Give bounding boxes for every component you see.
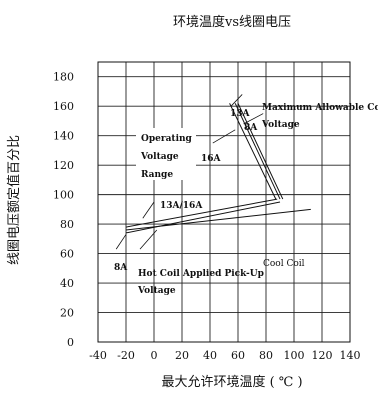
operating-range-label-line1: Operating (141, 134, 193, 144)
y-tick-label-1: 20 (60, 307, 74, 320)
series-line-4 (125, 201, 281, 234)
y-tick-label-0: 0 (67, 336, 74, 349)
series-line-1 (234, 103, 281, 200)
plot-frame (97, 61, 351, 343)
annotation-leader-3 (142, 201, 155, 219)
x-axis-label: 最大允许环境温度 ( ℃ ) (161, 374, 302, 390)
annotation-leaders (115, 94, 264, 250)
annotation-leader-1 (243, 113, 264, 125)
y-tick-label-6: 120 (53, 159, 74, 172)
series-line-5 (125, 208, 311, 231)
series-label-13a: 13A (230, 109, 251, 119)
series-line-3 (125, 198, 278, 228)
max-coil-label-line2: Voltage (261, 120, 300, 130)
y-tick-label-2: 40 (60, 277, 74, 290)
tick-labels: -40 -20 0 20 40 60 80 100 120 140 0 20 40 60 80 100 120 1… (53, 71, 361, 362)
annotation-leader-4 (115, 234, 127, 250)
annotation-leader-5 (139, 229, 158, 250)
y-axis-label: 线圈电压额定值百分比 (6, 135, 22, 265)
x-tick-label-7: 100 (284, 349, 305, 362)
series-line-2 (237, 103, 284, 200)
series-label-16a: 16A (201, 154, 222, 164)
max-coil-label-line1: Maximum Allowable Coil (262, 103, 378, 113)
cool-coil-label: Cool Coil (263, 259, 305, 269)
x-tick-label-9: 140 (340, 349, 361, 362)
x-tick-label-8: 120 (312, 349, 333, 362)
series-label-8a-top: 8A (244, 123, 258, 133)
x-tick-label-2: 0 (151, 349, 158, 362)
hot-coil-label-line2: Voltage (137, 286, 176, 296)
y-tick-label-7: 140 (53, 130, 74, 143)
hot-coil-label-line1: Hot Coil Applied Pick-Up (138, 269, 264, 279)
y-tick-label-8: 160 (53, 100, 74, 113)
operating-range-box (136, 128, 196, 180)
annotation-leader-2 (212, 129, 236, 144)
series-line-0 (229, 103, 277, 200)
x-tick-label-3: 20 (175, 349, 189, 362)
operating-range-label-line3: Range (141, 170, 173, 180)
annotation-leader-0 (230, 94, 243, 107)
x-tick-label-5: 60 (231, 349, 245, 362)
x-tick-label-0: -40 (89, 349, 107, 362)
series-label-8a-bottom: 8A (114, 263, 128, 273)
chart-title: 环境温度vs线圈电压 (173, 14, 291, 30)
x-tick-label-4: 40 (203, 349, 217, 362)
y-tick-label-4: 80 (60, 218, 74, 231)
y-tick-label-5: 100 (53, 189, 74, 202)
series-label-13a-16a: 13A/16A (160, 201, 203, 211)
operating-range-label-line2: Voltage (140, 152, 179, 162)
y-tick-label-3: 60 (60, 248, 74, 261)
y-tick-label-9: 180 (53, 71, 74, 84)
series-layer (125, 103, 311, 234)
x-tick-label-6: 80 (259, 349, 273, 362)
x-tick-label-1: -20 (117, 349, 135, 362)
